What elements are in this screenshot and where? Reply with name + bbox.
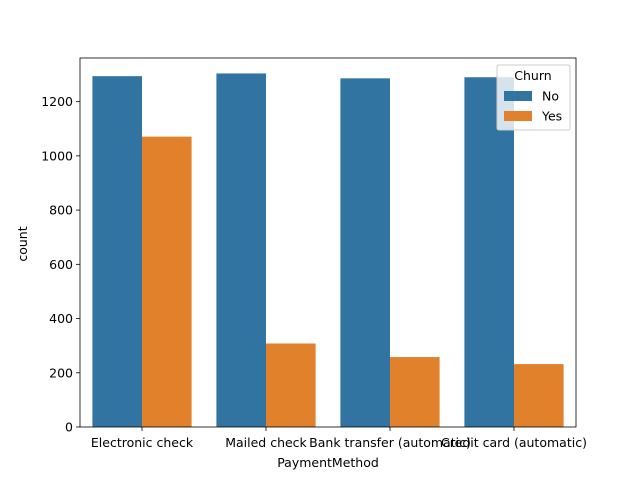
legend-items: No Yes <box>504 89 562 124</box>
y-tick-label: 400 <box>49 311 73 326</box>
bar-yes-3 <box>514 364 564 427</box>
x-tick-label: Credit card (automatic) <box>441 435 587 450</box>
y-axis: 0 200 400 600 800 1000 1200 <box>41 94 80 435</box>
bar-yes-2 <box>390 357 440 427</box>
x-tick-label: Electronic check <box>91 435 194 450</box>
legend-label-no: No <box>542 89 559 104</box>
y-tick-label: 200 <box>49 365 73 380</box>
legend-swatch-yes <box>504 111 532 121</box>
bar-no-2 <box>340 78 390 427</box>
legend-label-yes: Yes <box>541 109 562 124</box>
x-axis-label: PaymentMethod <box>277 455 379 470</box>
x-axis: Electronic check Mailed check Bank transfe… <box>91 427 587 450</box>
y-tick-label: 600 <box>49 257 73 272</box>
legend: Churn No Yes <box>496 64 571 131</box>
y-tick-label: 800 <box>49 203 73 218</box>
bar-no-3 <box>464 77 514 427</box>
y-tick-label: 1200 <box>41 94 73 109</box>
bar-yes-0 <box>142 136 192 427</box>
legend-title: Churn <box>514 68 551 83</box>
y-tick-label: 0 <box>65 420 73 435</box>
bar-no-0 <box>92 76 142 428</box>
plot-frame <box>79 57 577 428</box>
axes-frame <box>79 57 577 428</box>
bars-group <box>92 73 564 428</box>
y-tick-label: 1000 <box>41 148 73 163</box>
x-tick-label: Mailed check <box>225 435 307 450</box>
x-tick-label: Bank transfer (automatic) <box>309 435 471 450</box>
bar-yes-1 <box>266 343 316 427</box>
y-axis-label: count <box>15 226 30 261</box>
legend-swatch-no <box>504 91 532 101</box>
bar-no-1 <box>216 73 266 428</box>
